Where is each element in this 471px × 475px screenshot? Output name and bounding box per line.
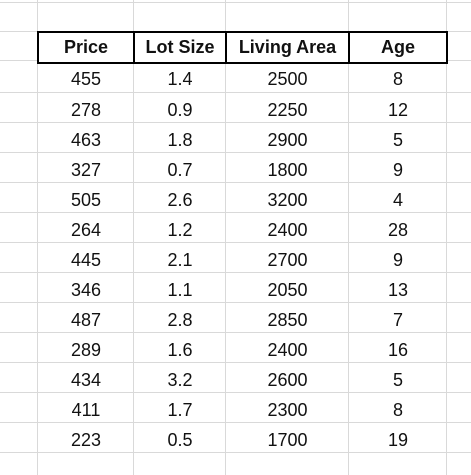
cell-age[interactable]: 7 (392, 310, 403, 330)
cell-living-area[interactable]: 2250 (267, 100, 308, 120)
cell-lot-size[interactable]: 0.9 (167, 100, 193, 120)
cell-lot-size[interactable]: 1.6 (167, 340, 193, 360)
cell-age[interactable]: 28 (387, 220, 409, 240)
cell-living-area[interactable]: 2300 (267, 400, 308, 420)
data-table: Price Lot Size Living Area Age 455 1.4 250… (37, 31, 448, 455)
cell-lot-size[interactable]: 0.7 (167, 160, 193, 180)
cell-price[interactable]: 445 (70, 250, 102, 270)
cell-lot-size[interactable]: 1.1 (167, 280, 193, 300)
cell-price[interactable]: 264 (70, 220, 102, 240)
cell-age[interactable]: 4 (392, 190, 403, 210)
table-row: 463 1.8 2900 5 (38, 125, 447, 155)
table-row: 434 3.2 2600 5 (38, 365, 447, 395)
header-price[interactable]: Price (37, 31, 135, 64)
cell-lot-size[interactable]: 2.1 (167, 250, 193, 270)
cell-lot-size[interactable]: 1.7 (167, 400, 193, 420)
table-row: 346 1.1 2050 13 (38, 275, 447, 305)
cell-price[interactable]: 223 (70, 430, 102, 450)
table-row: 445 2.1 2700 9 (38, 245, 447, 275)
table-row: 278 0.9 2250 12 (38, 95, 447, 125)
cell-lot-size[interactable]: 1.4 (167, 69, 193, 89)
cell-age[interactable]: 9 (392, 160, 403, 180)
cell-age[interactable]: 5 (392, 130, 403, 150)
cell-lot-size[interactable]: 1.2 (167, 220, 193, 240)
cell-age[interactable]: 9 (392, 250, 403, 270)
cell-price[interactable]: 434 (70, 370, 102, 390)
cell-price[interactable]: 411 (71, 400, 101, 420)
cell-age[interactable]: 16 (387, 340, 409, 360)
cell-living-area[interactable]: 2600 (267, 370, 308, 390)
cell-lot-size[interactable]: 3.2 (167, 370, 193, 390)
cell-lot-size[interactable]: 2.6 (167, 190, 193, 210)
cell-age[interactable]: 8 (392, 400, 403, 420)
cell-living-area[interactable]: 3200 (267, 190, 308, 210)
cell-age[interactable]: 8 (392, 69, 403, 89)
cell-lot-size[interactable]: 1.8 (167, 130, 193, 150)
cell-living-area[interactable]: 1800 (267, 160, 308, 180)
table-row: 487 2.8 2850 7 (38, 305, 447, 335)
table-row: 264 1.2 2400 28 (38, 215, 447, 245)
cell-age[interactable]: 13 (387, 280, 409, 300)
cell-living-area[interactable]: 2400 (267, 220, 308, 240)
cell-price[interactable]: 487 (70, 310, 102, 330)
header-lot-size[interactable]: Lot Size (133, 31, 227, 64)
cell-lot-size[interactable]: 0.5 (167, 430, 193, 450)
cell-price[interactable]: 346 (70, 280, 102, 300)
cell-living-area[interactable]: 2900 (267, 130, 308, 150)
table-row: 327 0.7 1800 9 (38, 155, 447, 185)
cell-living-area[interactable]: 2400 (267, 340, 308, 360)
cell-living-area[interactable]: 2850 (267, 310, 308, 330)
cell-living-area[interactable]: 2050 (267, 280, 308, 300)
table-row: 455 1.4 2500 8 (38, 63, 447, 95)
cell-age[interactable]: 19 (387, 430, 409, 450)
cell-price[interactable]: 463 (70, 130, 102, 150)
table-row: 289 1.6 2400 16 (38, 335, 447, 365)
cell-price[interactable]: 505 (70, 190, 102, 210)
cell-lot-size[interactable]: 2.8 (167, 310, 193, 330)
cell-price[interactable]: 455 (70, 69, 102, 89)
cell-age[interactable]: 5 (392, 370, 403, 390)
cell-age[interactable]: 12 (387, 100, 409, 120)
cell-living-area[interactable]: 2700 (267, 250, 308, 270)
header-row: Price Lot Size Living Area Age (37, 31, 448, 64)
header-living-area[interactable]: Living Area (225, 31, 350, 64)
cell-price[interactable]: 289 (70, 340, 102, 360)
table-row: 411 1.7 2300 8 (38, 395, 447, 425)
cell-living-area[interactable]: 2500 (267, 69, 308, 89)
cell-living-area[interactable]: 1700 (267, 430, 308, 450)
table-row: 505 2.6 3200 4 (38, 185, 447, 215)
header-age[interactable]: Age (348, 31, 448, 64)
cell-price[interactable]: 327 (70, 160, 102, 180)
table-row: 223 0.5 1700 19 (38, 425, 447, 455)
cell-price[interactable]: 278 (70, 100, 102, 120)
